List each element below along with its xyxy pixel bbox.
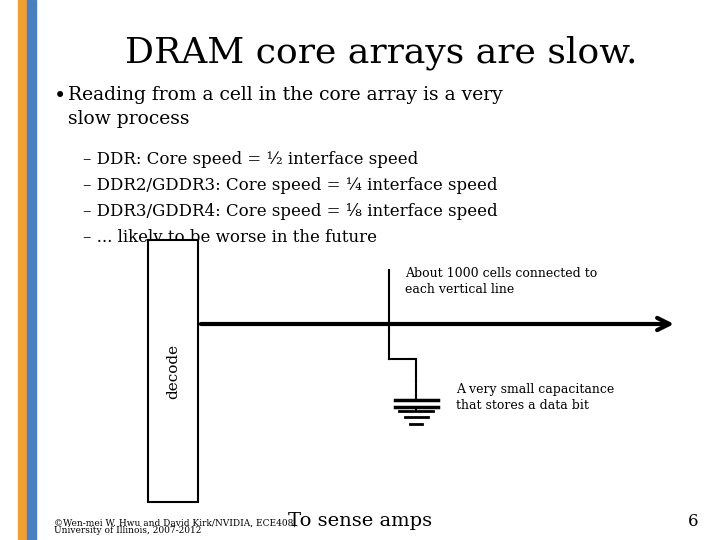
Bar — [18, 0, 27, 540]
Text: •: • — [54, 86, 66, 106]
Text: University of Illinois, 2007-2012: University of Illinois, 2007-2012 — [54, 525, 202, 535]
Bar — [27, 0, 36, 540]
Text: ©Wen-mei W. Hwu and David Kirk/NVIDIA, ECE408,: ©Wen-mei W. Hwu and David Kirk/NVIDIA, E… — [54, 519, 296, 528]
Text: – DDR2/GDDR3: Core speed = ¼ interface speed: – DDR2/GDDR3: Core speed = ¼ interface s… — [83, 177, 498, 194]
Bar — [148, 240, 198, 502]
Text: Reading from a cell in the core array is a very
slow process: Reading from a cell in the core array is… — [68, 86, 503, 128]
Text: About 1000 cells connected to
each vertical line: About 1000 cells connected to each verti… — [405, 267, 597, 296]
Text: DRAM core arrays are slow.: DRAM core arrays are slow. — [125, 35, 638, 70]
Text: 6: 6 — [688, 514, 698, 530]
Text: A very small capacitance
that stores a data bit: A very small capacitance that stores a d… — [456, 383, 614, 413]
Text: – DDR3/GDDR4: Core speed = ⅛ interface speed: – DDR3/GDDR4: Core speed = ⅛ interface s… — [83, 203, 498, 220]
Text: decode: decode — [166, 343, 180, 399]
Text: To sense amps: To sense amps — [288, 512, 432, 530]
Text: – ... likely to be worse in the future: – ... likely to be worse in the future — [83, 230, 377, 246]
Text: – DDR: Core speed = ½ interface speed: – DDR: Core speed = ½ interface speed — [83, 151, 418, 168]
